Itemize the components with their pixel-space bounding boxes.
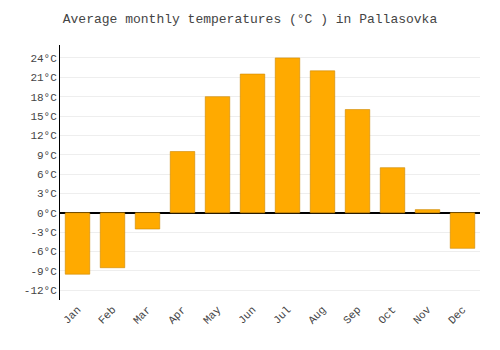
svg-text:24°C: 24°C — [30, 53, 57, 65]
svg-text:Apr: Apr — [166, 304, 188, 326]
svg-text:-9°C: -9°C — [30, 266, 57, 278]
svg-text:Jun: Jun — [236, 304, 258, 326]
svg-text:Feb: Feb — [96, 304, 118, 326]
svg-text:12°C: 12°C — [30, 130, 57, 142]
svg-text:15°C: 15°C — [30, 111, 57, 123]
svg-text:Aug: Aug — [306, 304, 328, 326]
svg-text:3°C: 3°C — [37, 188, 57, 200]
svg-text:-6°C: -6°C — [30, 246, 57, 258]
svg-text:Jul: Jul — [271, 304, 293, 326]
svg-text:21°C: 21°C — [30, 72, 57, 84]
svg-text:Sep: Sep — [341, 304, 363, 326]
svg-text:18°C: 18°C — [30, 92, 57, 104]
svg-text:0°C: 0°C — [37, 208, 57, 220]
svg-text:May: May — [201, 304, 224, 327]
svg-text:Nov: Nov — [411, 304, 434, 327]
svg-text:Average monthly temperatures (: Average monthly temperatures (°C ) in Pa… — [63, 12, 438, 27]
svg-text:Oct: Oct — [376, 304, 398, 326]
svg-text:-3°C: -3°C — [30, 227, 57, 239]
svg-text:Dec: Dec — [446, 304, 468, 326]
svg-text:Jan: Jan — [61, 304, 83, 326]
svg-text:Mar: Mar — [131, 304, 153, 326]
svg-text:-12°C: -12°C — [24, 285, 57, 297]
svg-text:9°C: 9°C — [37, 150, 57, 162]
svg-text:6°C: 6°C — [37, 169, 57, 181]
